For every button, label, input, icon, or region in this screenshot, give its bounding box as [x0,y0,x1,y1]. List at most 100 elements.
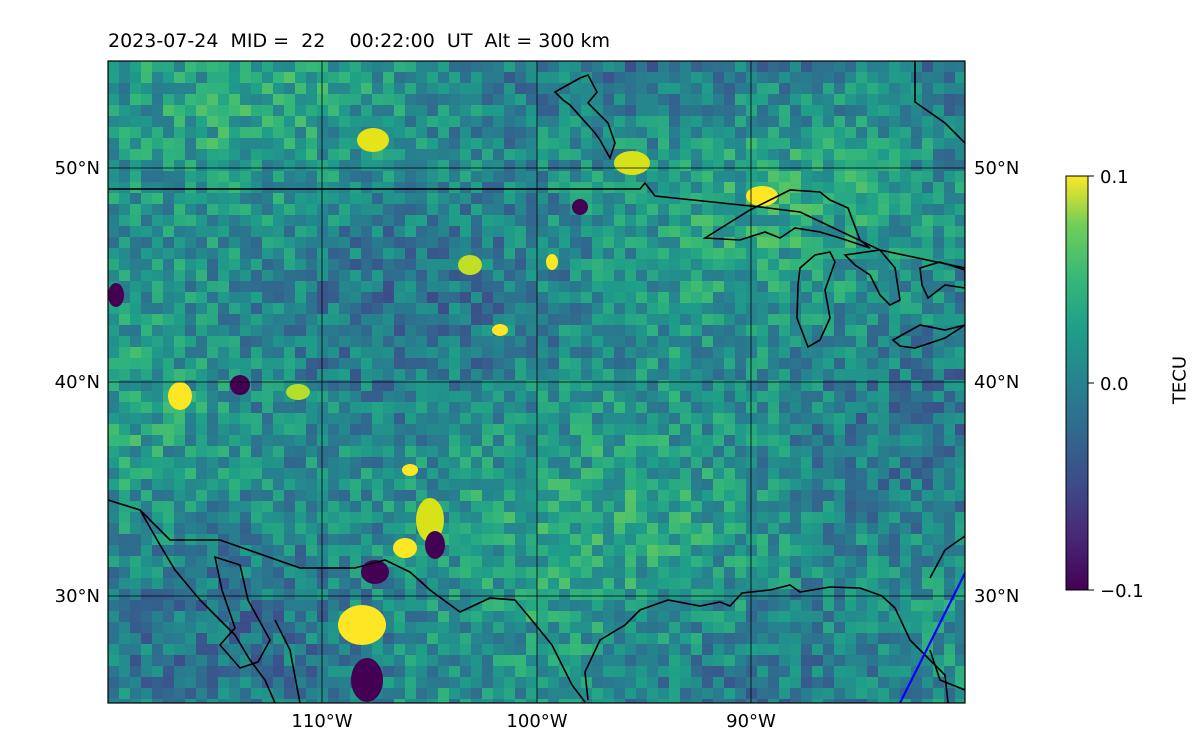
tec-cell [141,149,153,161]
tec-cell [493,512,505,524]
tec-cell [647,336,659,348]
tec-cell [834,479,846,491]
tec-cell [317,468,329,480]
tec-cell [493,446,505,458]
tec-cell [592,347,604,359]
tec-cell [779,413,791,425]
tec-cell [779,699,791,703]
tec-cell [526,567,538,579]
tec-cell [724,688,736,700]
tec-cell [317,600,329,612]
tec-cell [713,501,725,513]
tec-cell [790,545,802,557]
tec-cell [504,149,516,161]
tec-cell [834,446,846,458]
tec-cell [174,270,186,282]
tec-cell [130,600,142,612]
tec-cell [394,523,406,535]
tec-cell [130,94,142,106]
tec-cell [955,248,965,260]
tec-cell [383,105,395,117]
tec-cell [603,292,615,304]
tec-cell [295,105,307,117]
tec-cell [889,589,901,601]
tec-cell [350,182,362,194]
tec-cell [570,545,582,557]
tec-cell [823,226,835,238]
tec-cell [889,567,901,579]
tec-cell [746,589,758,601]
tec-cell [130,391,142,403]
tec-cell [922,655,934,667]
tec-cell [449,83,461,95]
tec-cell [350,556,362,568]
tec-cell [636,94,648,106]
tec-cell [317,105,329,117]
tec-cell [163,292,175,304]
tec-cell [515,215,527,227]
tec-cell [141,182,153,194]
tec-cell [614,391,626,403]
tec-cell [570,501,582,513]
tec-cell [900,391,912,403]
tec-cell [669,688,681,700]
tec-cell [724,578,736,590]
tec-cell [141,600,153,612]
tec-cell [702,380,714,392]
tec-cell [614,501,626,513]
tec-cell [691,303,703,315]
tec-cell [306,303,318,315]
tec-cell [669,699,681,703]
tec-cell [449,347,461,359]
tec-cell [361,314,373,326]
tec-cell [757,358,769,370]
tec-cell [185,435,197,447]
tec-cell [196,259,208,271]
tec-cell [581,402,593,414]
tec-cell [647,523,659,535]
tec-cell [218,380,230,392]
tec-cell [108,589,120,601]
tec-cell [152,248,164,260]
tec-cell [922,512,934,524]
tec-cell [361,468,373,480]
tec-cell [757,149,769,161]
tec-cell [680,369,692,381]
tec-cell [152,138,164,150]
tec-cell [460,193,472,205]
tec-cell [658,545,670,557]
tec-cell [911,633,923,645]
tec-cell [812,479,824,491]
tec-cell [845,369,857,381]
tec-cell [713,677,725,689]
tec-cell [108,391,120,403]
tec-cell [669,226,681,238]
tec-cell [229,457,241,469]
tec-cell [438,699,450,703]
tec-cell [284,523,296,535]
tec-cell [317,259,329,271]
tec-cell [526,171,538,183]
tec-cell [845,578,857,590]
tec-cell [834,248,846,260]
tec-cell [427,677,439,689]
tec-cell [812,589,824,601]
tec-cell [405,94,417,106]
tec-cell [955,677,965,689]
tec-cell [922,556,934,568]
tec-cell [614,413,626,425]
tec-cell [383,61,395,73]
tec-cell [537,292,549,304]
tec-cell [812,622,824,634]
tec-cell [504,391,516,403]
tec-cell [284,534,296,546]
tec-cell [581,237,593,249]
tec-cell [559,204,571,216]
tec-cell [493,204,505,216]
tec-cell [449,182,461,194]
tec-cell [504,644,516,656]
tec-cell [416,391,428,403]
tec-cell [339,644,351,656]
tec-cell [273,204,285,216]
tec-cell [768,545,780,557]
